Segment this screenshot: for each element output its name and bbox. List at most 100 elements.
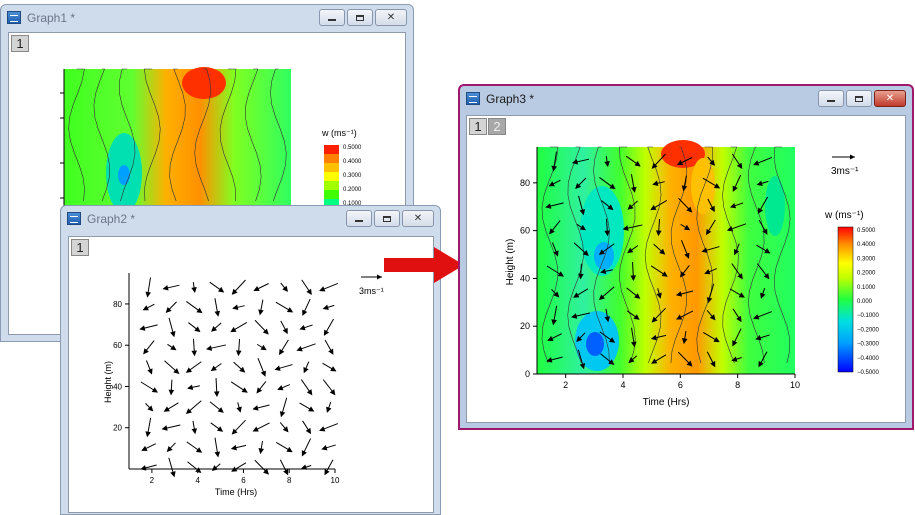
vector-arrowhead bbox=[652, 180, 659, 187]
vector-arrowhead bbox=[296, 346, 303, 352]
vector-arrowhead bbox=[738, 292, 745, 298]
x-tick-label: 6 bbox=[241, 476, 246, 485]
vector-arrowhead bbox=[262, 328, 269, 335]
close-icon: ✕ bbox=[885, 93, 895, 104]
vector-arrowhead bbox=[277, 385, 284, 391]
vector-scale-arrowhead bbox=[850, 154, 855, 160]
y-tick-label: 40 bbox=[113, 382, 122, 391]
vector-arrowhead bbox=[195, 447, 203, 453]
graph2-window[interactable]: Graph2 * ✕ 1 2 4 6 8 10 20 40 60 80 Time (Hrs) … bbox=[60, 205, 441, 515]
vector-arrowhead bbox=[165, 306, 172, 313]
colorbar-tick-label: −0.5000 bbox=[857, 370, 880, 376]
heatmap-blob bbox=[594, 242, 614, 270]
graph3-titlebar[interactable]: Graph3 * ✕ bbox=[460, 86, 912, 112]
vector-arrowhead bbox=[306, 288, 312, 296]
vector-arrowhead bbox=[147, 368, 153, 375]
vector-field bbox=[139, 277, 339, 478]
x-tick-label: 8 bbox=[287, 476, 292, 485]
vector-arrowhead bbox=[235, 350, 242, 357]
colorbar-tick-label: 0.3000 bbox=[343, 173, 362, 179]
vector-arrowhead bbox=[608, 359, 615, 365]
vector-arrowhead bbox=[194, 326, 201, 333]
vector-arrowhead bbox=[753, 160, 760, 166]
layer-tab-1[interactable]: 1 bbox=[71, 239, 89, 256]
vector-arrowhead bbox=[553, 250, 559, 257]
vector-arrowhead bbox=[549, 228, 555, 235]
layer-tab-2[interactable]: 2 bbox=[488, 118, 506, 135]
graph3-page[interactable]: 1 2 bbox=[466, 115, 906, 423]
vector-arrowhead bbox=[151, 387, 159, 393]
vector-arrowhead bbox=[681, 185, 688, 192]
minimize-button[interactable] bbox=[818, 90, 844, 107]
vector-arrowhead bbox=[622, 225, 629, 231]
close-button[interactable]: ✕ bbox=[375, 9, 407, 26]
colorbar-tick-label: 0.000 bbox=[857, 299, 873, 305]
maximize-icon bbox=[356, 14, 364, 21]
minimize-button[interactable] bbox=[319, 9, 345, 26]
layer-tab-1[interactable]: 1 bbox=[11, 35, 29, 52]
vector-arrowhead bbox=[330, 366, 337, 372]
graph1-title: Graph1 * bbox=[27, 11, 76, 25]
x-axis-label: Time (Hrs) bbox=[643, 397, 690, 408]
maximize-button[interactable] bbox=[846, 90, 872, 107]
vector-arrowhead bbox=[187, 384, 194, 391]
close-button[interactable]: ✕ bbox=[402, 210, 434, 227]
vector-arrowhead bbox=[308, 406, 315, 412]
heatmap-blob bbox=[661, 140, 705, 168]
vector-arrowhead bbox=[274, 365, 281, 371]
x-tick-label: 4 bbox=[195, 476, 200, 485]
maximize-button[interactable] bbox=[347, 9, 373, 26]
vector-arrowhead bbox=[260, 344, 267, 351]
vector-arrowhead bbox=[631, 341, 637, 348]
vector-arrowhead bbox=[213, 391, 220, 398]
graph1-titlebar[interactable]: Graph1 * ✕ bbox=[1, 5, 413, 31]
vector-arrowhead bbox=[760, 292, 766, 299]
contour-line bbox=[143, 68, 161, 202]
vector-arrowhead bbox=[731, 356, 738, 362]
vector-arrowhead bbox=[210, 365, 217, 372]
contour-line bbox=[619, 146, 636, 364]
vector-arrowhead bbox=[145, 431, 151, 438]
vector-arrowhead bbox=[706, 297, 713, 304]
colorbar-tick-label: −0.2000 bbox=[857, 327, 880, 333]
vector-arrowhead bbox=[301, 450, 307, 457]
vector-arrowhead bbox=[303, 367, 309, 374]
contour-line bbox=[194, 68, 211, 202]
vector-scale-arrowhead bbox=[377, 274, 382, 280]
vector-arrowhead bbox=[706, 228, 712, 236]
close-button[interactable]: ✕ bbox=[874, 90, 906, 107]
vector-arrowhead bbox=[661, 271, 668, 277]
vector-arrowhead bbox=[147, 405, 154, 412]
vector-arrowhead bbox=[679, 271, 686, 278]
vector-arrowhead bbox=[604, 161, 610, 167]
minimize-button[interactable] bbox=[346, 210, 372, 227]
colorbar-tick-label: 0.2000 bbox=[343, 187, 362, 193]
graph2-page[interactable]: 1 2 4 6 8 10 20 40 60 80 Time (Hrs) Height (m) … bbox=[68, 236, 434, 513]
graph-window-icon bbox=[7, 11, 21, 24]
maximize-icon bbox=[855, 95, 863, 102]
graph2-vector-plot: 2 4 6 8 10 20 40 60 80 Time (Hrs) Height (m) 3m… bbox=[103, 273, 384, 497]
vector-arrowhead bbox=[598, 294, 605, 301]
vector-arrowhead bbox=[260, 370, 266, 377]
vector-arrowhead bbox=[579, 224, 586, 231]
vector-field bbox=[545, 151, 773, 370]
vector-arrowhead bbox=[732, 185, 738, 192]
vector-arrowhead bbox=[736, 315, 742, 323]
y-tick-label: 20 bbox=[520, 321, 530, 331]
vector-arrowhead bbox=[216, 426, 224, 432]
vector-arrowhead bbox=[305, 427, 312, 435]
layer-tab-1[interactable]: 1 bbox=[469, 118, 487, 135]
vector-arrowhead bbox=[230, 326, 237, 333]
graph2-titlebar[interactable]: Graph2 * ✕ bbox=[61, 206, 440, 232]
vector-arrowhead bbox=[206, 345, 213, 351]
vector-arrowhead bbox=[218, 286, 225, 293]
contour-line bbox=[93, 68, 110, 202]
vector-arrowhead bbox=[191, 428, 198, 435]
vector-arrowhead bbox=[173, 368, 180, 375]
minimize-icon bbox=[355, 220, 363, 222]
graph3-window[interactable]: Graph3 * ✕ 1 2 bbox=[458, 84, 914, 430]
x-tick-label: 2 bbox=[563, 380, 568, 390]
close-icon: ✕ bbox=[386, 12, 396, 23]
maximize-button[interactable] bbox=[374, 210, 400, 227]
vector-arrowhead bbox=[140, 465, 147, 471]
